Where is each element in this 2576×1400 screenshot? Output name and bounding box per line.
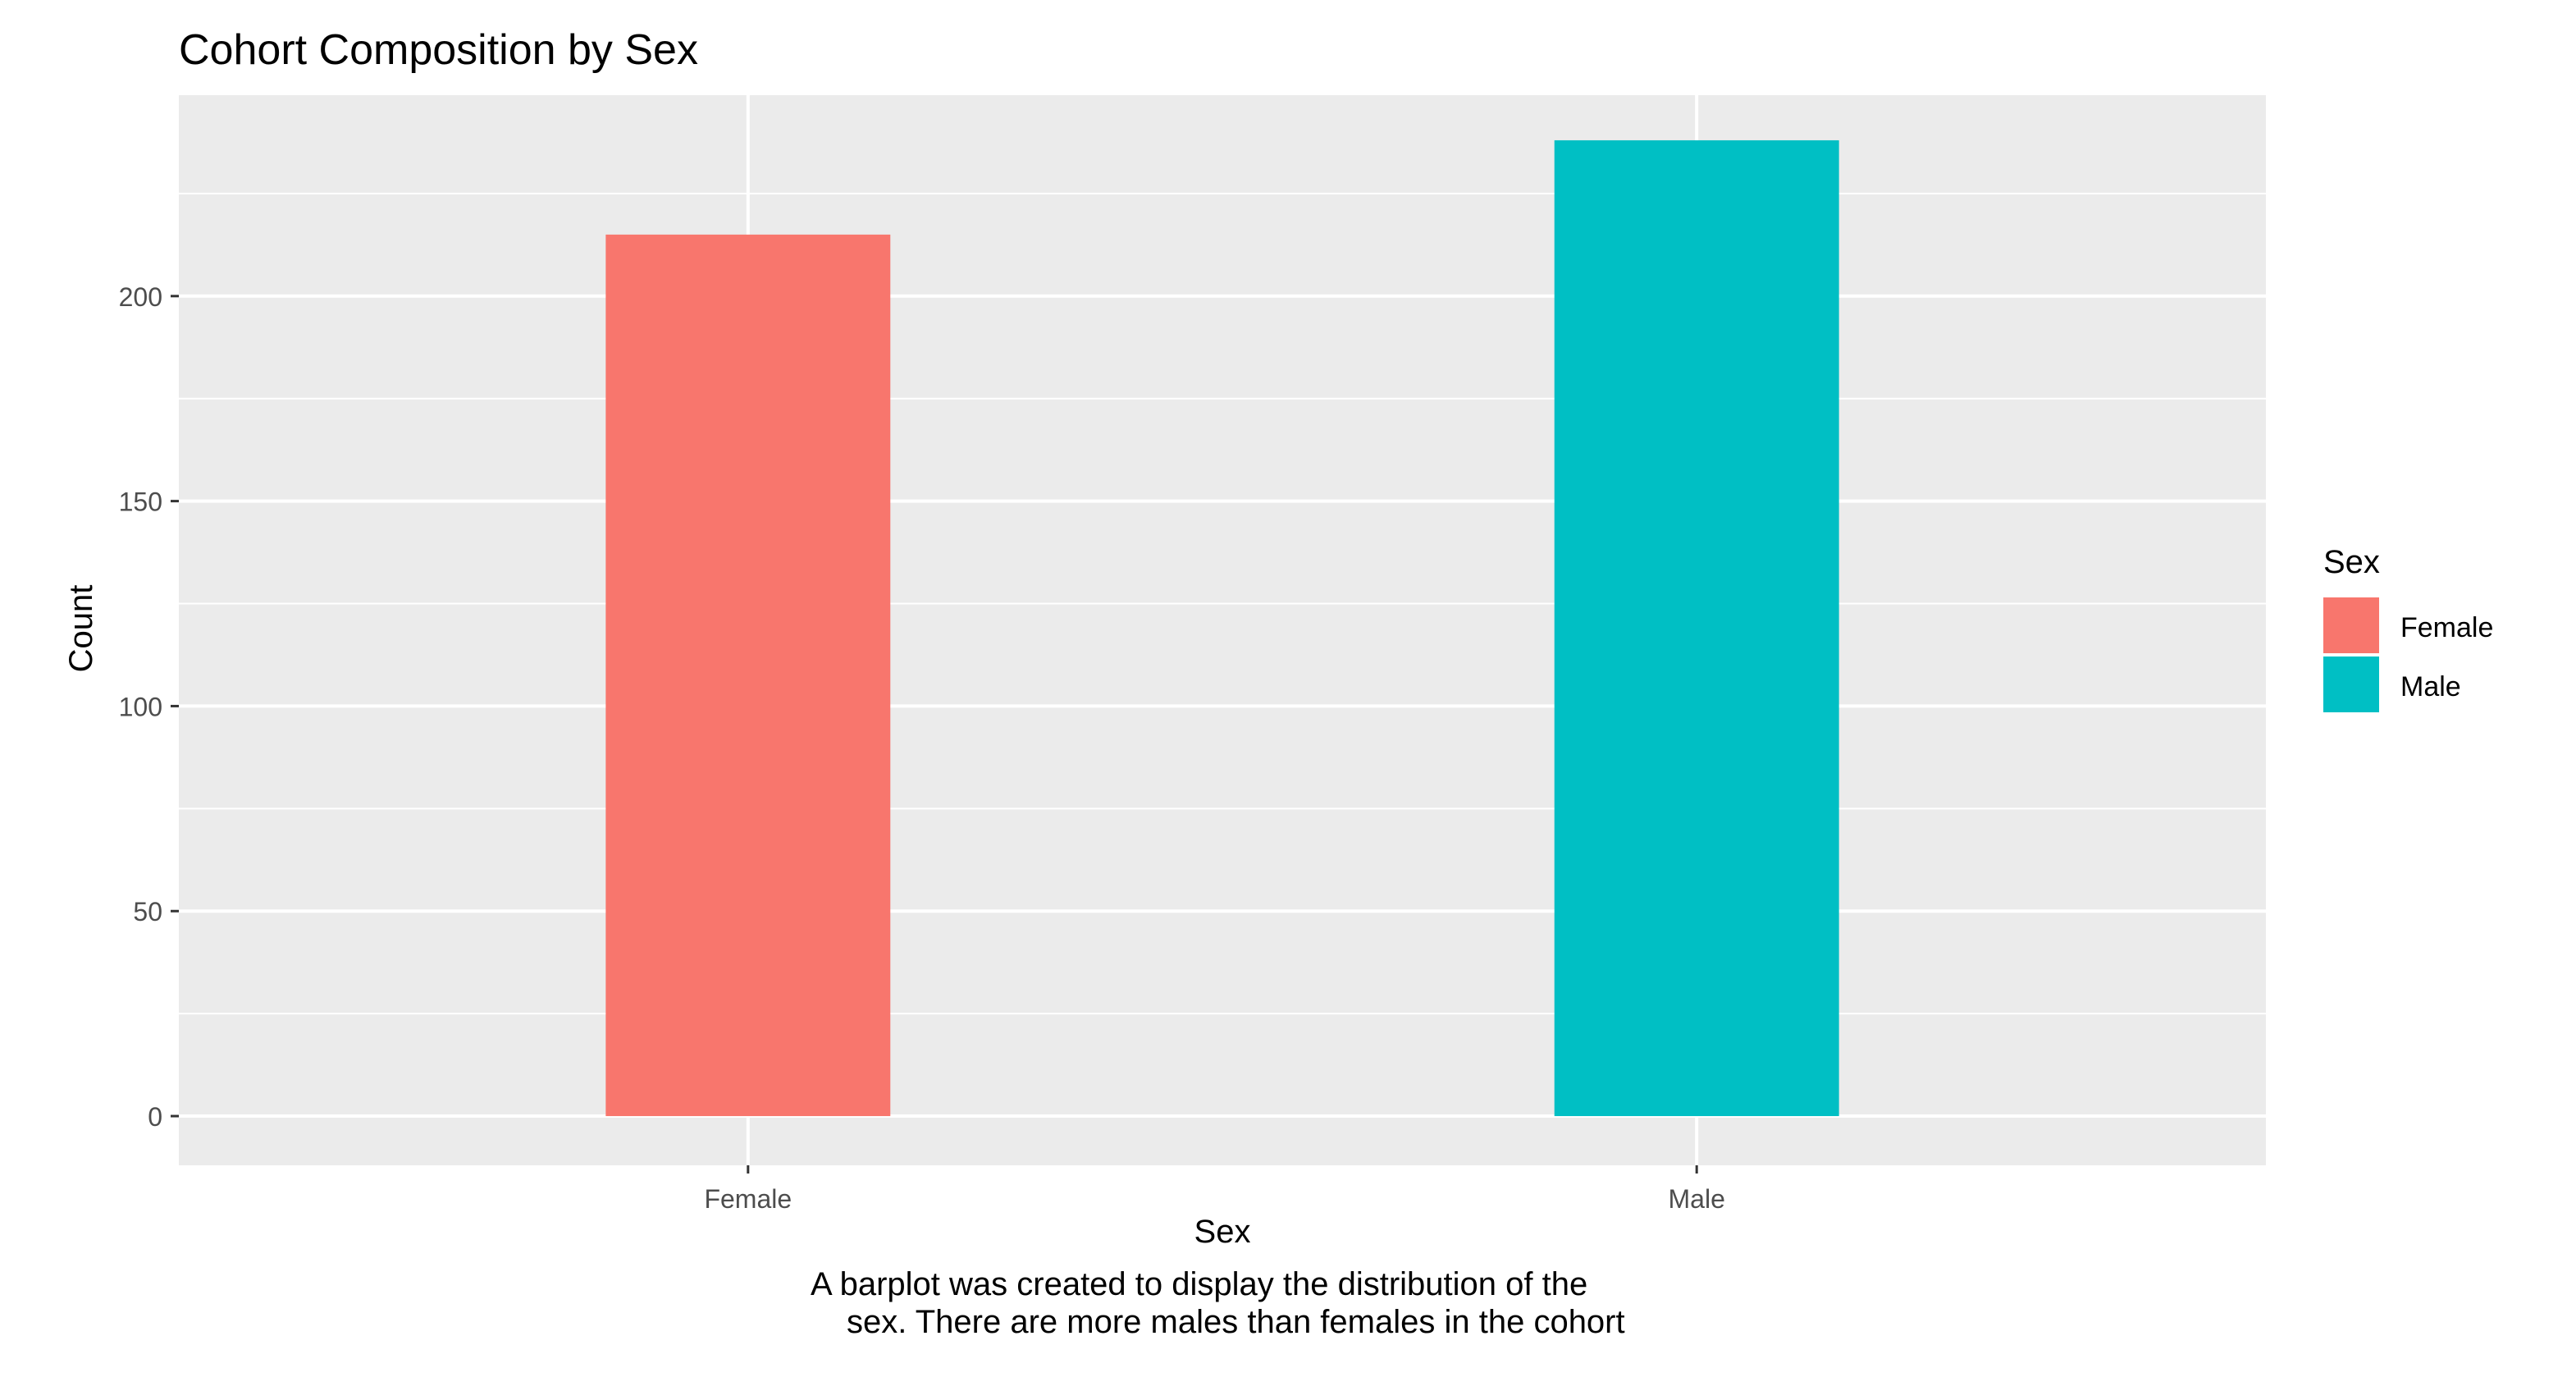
chart-title: Cohort Composition by Sex <box>179 26 698 74</box>
y-tick-label: 100 <box>119 692 162 721</box>
y-tick-label: 150 <box>119 487 162 517</box>
bars <box>605 140 1839 1117</box>
legend-label-female: Female <box>2400 612 2493 643</box>
legend: Sex Female Male <box>2323 544 2493 712</box>
x-axis-title: Sex <box>1194 1214 1251 1250</box>
x-tick-label: Male <box>1669 1184 1725 1214</box>
plot-panel <box>179 95 2266 1165</box>
legend-key-male <box>2323 657 2379 712</box>
bar-female <box>605 234 891 1117</box>
y-axis-title: Count <box>63 585 99 673</box>
x-axis: Female Male <box>704 1165 1725 1214</box>
caption-line-1: A barplot was created to display the dis… <box>811 1266 1587 1302</box>
legend-title: Sex <box>2323 544 2380 580</box>
y-tick-label: 0 <box>148 1102 162 1132</box>
legend-key-female <box>2323 597 2379 653</box>
y-axis: 0 50 100 150 200 <box>119 282 179 1132</box>
legend-label-male: Male <box>2400 671 2461 702</box>
minor-gridlines <box>179 192 2266 1015</box>
y-tick-label: 50 <box>133 897 162 926</box>
caption-line-2: sex. There are more males than females i… <box>847 1304 1625 1340</box>
y-tick-label: 200 <box>119 282 162 312</box>
bar-male <box>1554 140 1839 1117</box>
x-tick-label: Female <box>704 1184 792 1214</box>
